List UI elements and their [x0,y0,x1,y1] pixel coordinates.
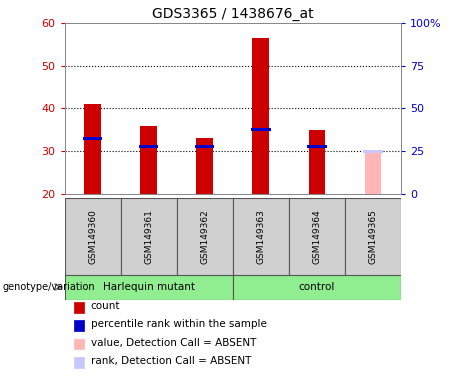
Bar [289,198,345,275]
Bar [253,38,269,194]
Bar [177,198,233,275]
Text: GSM149362: GSM149362 [200,209,209,263]
Bar [65,275,233,300]
Bar [195,146,214,149]
Text: value, Detection Call = ABSENT: value, Detection Call = ABSENT [91,338,256,348]
Text: percentile rank within the sample: percentile rank within the sample [91,319,267,329]
Bar [307,146,326,149]
Text: Harlequin mutant: Harlequin mutant [103,282,195,292]
Text: GSM149365: GSM149365 [368,209,378,263]
Bar [363,150,383,153]
Bar [83,137,102,140]
Bar [233,198,289,275]
Bar [233,275,401,300]
Title: GDS3365 / 1438676_at: GDS3365 / 1438676_at [152,7,313,21]
Text: GSM149361: GSM149361 [144,209,153,263]
Text: rank, Detection Call = ABSENT: rank, Detection Call = ABSENT [91,356,251,366]
Bar [65,198,121,275]
Text: count: count [91,301,120,311]
Text: GSM149363: GSM149363 [256,209,266,263]
Bar [139,146,158,149]
Bar [251,128,271,131]
Text: genotype/variation: genotype/variation [2,282,95,292]
Text: GSM149360: GSM149360 [88,209,97,263]
Bar [365,153,381,194]
Bar [84,104,101,194]
Text: GSM149364: GSM149364 [313,209,321,263]
Bar [121,198,177,275]
Bar [345,198,401,275]
Bar [196,138,213,194]
Text: control: control [299,282,335,292]
Bar [308,130,325,194]
Bar [140,126,157,194]
